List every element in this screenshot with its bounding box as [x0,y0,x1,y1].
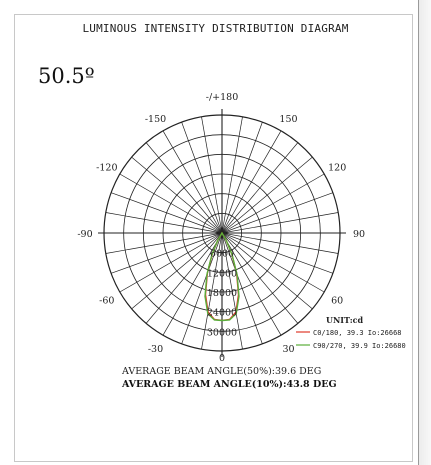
intensity-curve [204,231,240,322]
beam-angle-label: 50.5º [38,64,95,88]
polar-spoke [221,232,334,274]
polar-spoke [221,232,313,310]
polar-spoke [119,173,223,234]
polar-spoke [145,142,223,234]
angle-tick-label: 120 [328,163,346,174]
polar-labels: -/+180 150 120 90 60 30 0 -30 -60 -90 -120 -150 6000… [77,92,365,364]
polar-spoke [162,232,223,336]
angle-tick-label: 150 [279,114,297,125]
legend-label: C90/270, 39.9 Io:26680 [313,342,406,350]
radial-tick-label: 30000 [207,327,237,338]
chart-legend: UNIT:cd C0/180, 39.3 Io:26668 C90/270, 39.… [296,315,406,350]
polar-spoke [162,130,223,234]
polar-spoke [131,232,223,310]
polar-spoke [221,232,325,293]
polar-spoke [201,116,223,234]
polar-spoke [221,130,282,234]
polar-spoke [221,156,313,234]
angle-tick-label: -60 [99,296,114,307]
polar-spoke [105,232,223,254]
polar-spoke [221,232,339,254]
angle-tick-label: -/+180 [206,92,239,103]
polar-spoke [221,173,325,234]
polar-spoke [221,192,334,234]
radial-tick-label: 18000 [207,288,237,299]
polar-spoke [145,232,223,324]
polar-spoke [221,121,263,234]
unit-label: UNIT:cd [326,315,364,325]
angle-tick-label: -120 [96,163,117,174]
polar-spoke [221,212,339,234]
polar-spoke [181,232,223,345]
polar-spoke [221,116,243,234]
polar-grid [98,109,346,357]
angle-tick-label: 30 [282,344,294,355]
polar-curves [204,231,240,322]
polar-spoke [110,232,223,274]
radial-tick-label: 12000 [207,268,237,279]
polar-spoke [201,232,223,350]
polar-spoke [221,232,243,350]
polar-spoke [181,121,223,234]
polar-spoke [105,212,223,234]
angle-tick-label: -90 [77,229,92,240]
angle-tick-label: -30 [148,344,163,355]
diagram-title: LUMINOUS INTENSITY DISTRIBUTION DIAGRAM [82,22,349,35]
polar-spoke [221,232,263,345]
angle-tick-label: 60 [331,296,343,307]
angle-tick-label: -150 [145,114,166,125]
adjacent-panel-edge [418,0,431,465]
polar-spoke [221,232,282,336]
legend-label: C0/180, 39.3 Io:26668 [313,329,402,337]
radial-tick-label: 24000 [207,308,237,319]
radial-tick-label: 6000 [210,249,234,260]
average-beam-angle-50: AVERAGE BEAM ANGLE(50%):39.6 DEG [122,366,322,377]
angle-tick-label: 0 [219,353,225,364]
polar-spoke [119,232,223,293]
polar-spoke [110,192,223,234]
polar-spoke [131,156,223,234]
angle-tick-label: 90 [353,229,365,240]
polar-spoke [221,142,299,234]
average-beam-angle-10: AVERAGE BEAM ANGLE(10%):43.8 DEG [122,379,337,390]
polar-spoke [221,232,299,324]
